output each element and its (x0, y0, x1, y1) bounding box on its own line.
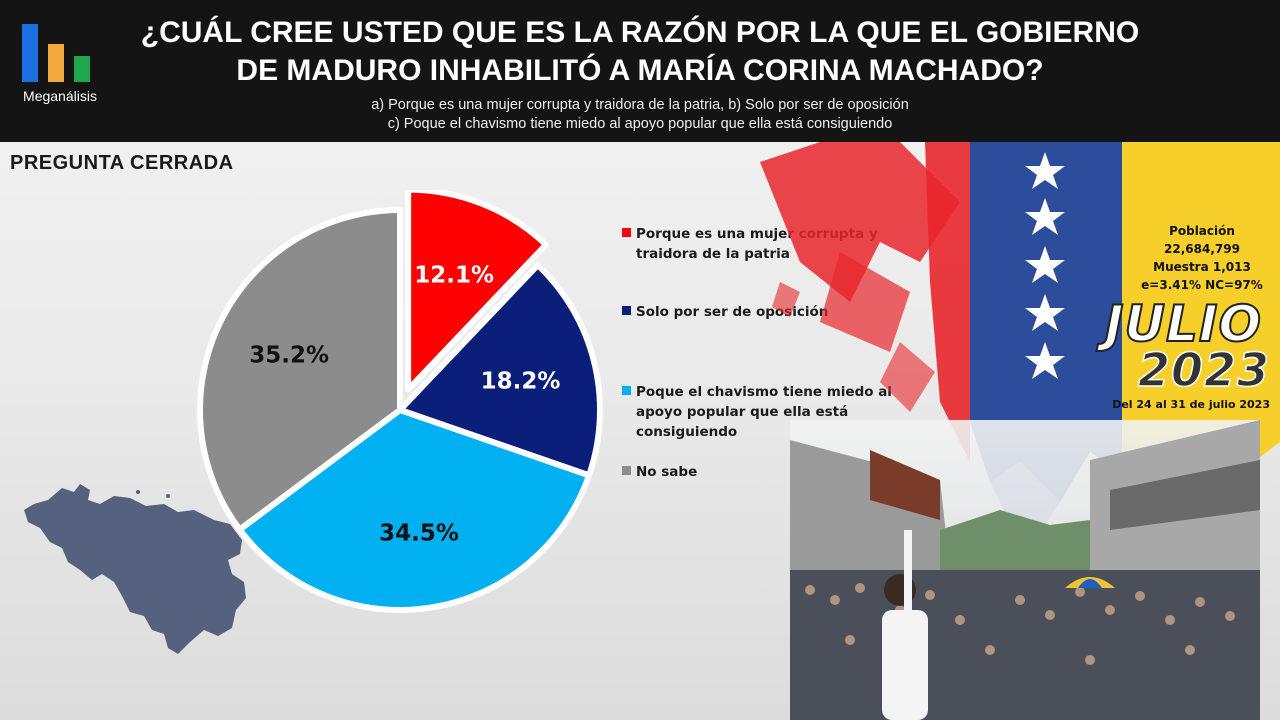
error-confidence: e=3.41% NC=97% (1141, 278, 1263, 292)
pie-slice-corrupta (405, 190, 549, 393)
month-label: JULIO (1104, 295, 1262, 353)
population-value: 22,684,799 (1164, 242, 1240, 256)
population-label: Población (1169, 224, 1235, 238)
page-title: ¿CUÁL CREE USTED QUE ES LA RAZÓN POR LA … (120, 14, 1160, 90)
legend-line: No sabe (636, 464, 698, 480)
section-label: PREGUNTA CERRADA (10, 152, 234, 174)
rally-photo (790, 420, 1260, 720)
logo-bar-orange (48, 44, 64, 82)
pie-slice-no-sabe (197, 207, 403, 533)
pie-data-label: 34.5% (379, 521, 459, 547)
header-banner: Meganálisis ¿CUÁL CREE USTED QUE ES LA R… (0, 0, 1280, 142)
legend-label: Poque el chavismo tiene miedo al apoyo p… (636, 382, 892, 442)
pie-data-label: 12.1% (414, 262, 494, 288)
legend-line: apoyo popular que ella está (636, 404, 849, 420)
sample-size: Muestra 1,013 (1153, 260, 1251, 274)
legend-swatch-navy (622, 306, 631, 315)
date-range: Del 24 al 31 de julio 2023 (1112, 398, 1270, 411)
legend-swatch-cyan (622, 386, 631, 395)
logo-bar-blue (22, 24, 38, 82)
legend-label: No sabe (636, 462, 892, 482)
pie-data-label: 35.2% (249, 342, 329, 368)
pie-chart: 12.1% 18.2% 34.5% 35.2% (197, 190, 603, 613)
pie-data-label: 18.2% (481, 369, 561, 395)
legend-line: Poque el chavismo tiene miedo al (636, 384, 892, 400)
legend-swatch-red (622, 228, 631, 237)
legend-line: traidora de la patria (636, 246, 790, 262)
study-info: Población 22,684,799 Muestra 1,013 e=3.4… (1128, 222, 1276, 294)
answer-options: a) Porque es una mujer corrupta y traido… (250, 96, 1030, 134)
options-line-2: c) Poque el chavismo tiene miedo al apoy… (387, 116, 893, 132)
meganalisis-logo: Meganálisis (14, 14, 106, 104)
year-label: 2023 (1137, 343, 1270, 397)
title-line-1: ¿CUÁL CREE USTED QUE ES LA RAZÓN POR LA … (140, 16, 1140, 49)
legend-line: consiguiendo (636, 424, 738, 440)
logo-text: Meganálisis (23, 88, 97, 104)
venezuela-map (24, 484, 246, 654)
title-line-2: DE MADURO INHABILITÓ A MARÍA CORINA MACH… (236, 54, 1044, 87)
pie-slice-miedo (236, 407, 593, 613)
pie-slice-oposicion (397, 262, 603, 479)
legend-swatch-gray (622, 466, 631, 475)
logo-bar-green (74, 56, 90, 82)
options-line-1: a) Porque es una mujer corrupta y traido… (371, 97, 909, 113)
